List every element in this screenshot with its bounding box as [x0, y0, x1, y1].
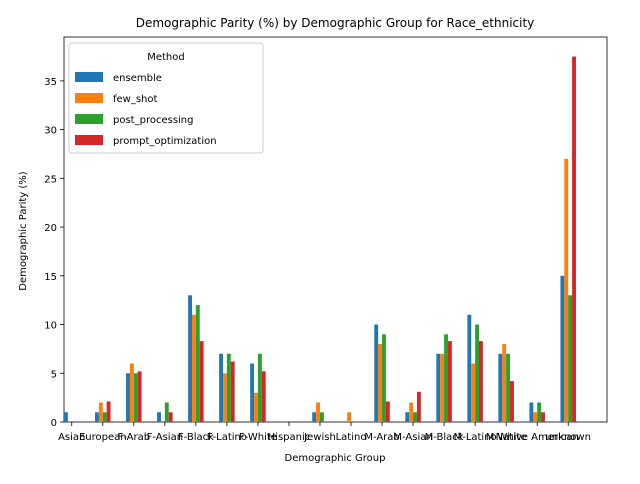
bar-post_processing-14 — [506, 353, 511, 422]
legend-title: Method — [147, 52, 185, 63]
bar-ensemble-2 — [126, 373, 130, 422]
bar-prompt_optimization-12 — [447, 341, 452, 422]
bar-prompt_optimization-13 — [479, 341, 483, 422]
bar-ensemble-12 — [436, 353, 441, 422]
x-tick-label: unknown — [545, 432, 590, 443]
legend-swatch-ensemble — [75, 72, 103, 82]
legend-box — [68, 42, 264, 154]
plot-frame — [63, 36, 608, 423]
y-tick-label: 25 — [44, 174, 57, 185]
y-tick-label: 10 — [44, 321, 57, 332]
legend-label-post_processing: post_processing — [113, 115, 194, 126]
bar-ensemble-5 — [219, 353, 224, 422]
bar-ensemble-14 — [498, 353, 503, 422]
bar-ensemble-0 — [64, 412, 68, 422]
y-tick-label: 15 — [44, 272, 57, 283]
y-tick-label: 0 — [51, 418, 57, 429]
bar-ensemble-3 — [157, 412, 161, 422]
bar-post_processing-10 — [382, 334, 386, 422]
bar-few_shot-5 — [223, 373, 227, 422]
bar-few_shot-9 — [347, 412, 352, 422]
y-tick-label: 5 — [51, 369, 57, 380]
bar-ensemble-10 — [374, 324, 379, 422]
legend-label-prompt_optimization: prompt_optimization — [113, 136, 217, 147]
bar-ensemble-13 — [467, 314, 472, 422]
bar-few_shot-1 — [98, 402, 103, 422]
y-axis-label: Demographic Parity (%) — [18, 171, 29, 290]
bar-prompt_optimization-10 — [385, 401, 390, 422]
x-tick-label: Hispanic — [268, 432, 311, 443]
bar-post_processing-2 — [133, 373, 138, 422]
bar-few_shot-14 — [502, 344, 507, 422]
bar-few_shot-2 — [129, 363, 134, 422]
x-tick-label: Jewish — [303, 432, 336, 443]
x-tick-label: Latino — [336, 432, 367, 443]
bar-post_processing-1 — [102, 412, 107, 422]
x-tick-label: M-Arab — [364, 432, 399, 443]
bar-few_shot-15 — [533, 412, 538, 422]
bar-prompt_optimization-14 — [510, 381, 514, 422]
bar-prompt_optimization-15 — [541, 412, 545, 422]
x-tick-label: M-Asian — [393, 432, 432, 443]
bar-ensemble-15 — [529, 402, 534, 422]
bar-few_shot-6 — [254, 392, 258, 422]
bar-prompt_optimization-6 — [261, 371, 266, 422]
bar-few_shot-16 — [564, 158, 569, 422]
x-tick-label: Native American — [496, 432, 579, 443]
bar-prompt_optimization-16 — [572, 56, 576, 422]
bar-post_processing-12 — [444, 334, 448, 422]
bar-prompt_optimization-4 — [199, 341, 204, 422]
y-tick-label: 35 — [44, 77, 57, 88]
bar-prompt_optimization-1 — [106, 401, 111, 422]
bar-few_shot-4 — [191, 314, 196, 422]
bar-few_shot-13 — [471, 363, 476, 422]
x-tick-label: F-Asian — [147, 432, 183, 443]
bar-ensemble-4 — [188, 295, 192, 422]
bar-few_shot-12 — [440, 353, 445, 422]
bar-prompt_optimization-3 — [168, 412, 173, 422]
x-tick-label: M-Black — [425, 432, 464, 443]
x-tick-label: F-Black — [178, 432, 214, 443]
x-tick-label: F-White — [239, 432, 277, 443]
legend-swatch-few_shot — [75, 93, 103, 103]
bar-few_shot-8 — [316, 402, 320, 422]
legend-swatch-post_processing — [75, 114, 103, 124]
bar-post_processing-16 — [568, 295, 573, 422]
bar-prompt_optimization-11 — [416, 391, 421, 422]
bar-post_processing-15 — [537, 402, 542, 422]
bar-prompt_optimization-2 — [137, 371, 142, 422]
legend-swatch-prompt_optimization — [75, 135, 103, 145]
bar-ensemble-1 — [95, 412, 99, 422]
x-tick-label: F-Arab — [118, 432, 151, 443]
bar-ensemble-6 — [250, 363, 255, 422]
x-tick-label: M-Latino — [454, 432, 497, 443]
bar-ensemble-11 — [405, 412, 410, 422]
bar-post_processing-13 — [475, 324, 480, 422]
chart-title: Demographic Parity (%) by Demographic Gr… — [136, 16, 535, 30]
legend-label-ensemble: ensemble — [113, 73, 162, 84]
x-tick-label: F-Latino — [207, 432, 247, 443]
bar-post_processing-11 — [413, 412, 417, 422]
bar-ensemble-16 — [560, 275, 565, 422]
bar-post_processing-5 — [226, 353, 231, 422]
y-tick-label: 30 — [44, 126, 57, 137]
y-tick-label: 20 — [44, 223, 57, 234]
bar-ensemble-8 — [312, 412, 317, 422]
bar-few_shot-10 — [378, 344, 383, 422]
x-axis-label: Demographic Group — [285, 453, 386, 464]
x-tick-label: European — [79, 432, 127, 443]
x-tick-label: M-White — [486, 432, 527, 443]
bar-post_processing-6 — [257, 353, 262, 422]
bar-post_processing-4 — [195, 305, 200, 422]
x-tick-label: Asian — [58, 432, 85, 443]
legend-label-few_shot: few_shot — [113, 94, 158, 105]
bar-post_processing-3 — [164, 402, 169, 422]
bar-prompt_optimization-5 — [230, 361, 235, 422]
bar-few_shot-11 — [409, 402, 414, 422]
bar-post_processing-8 — [319, 412, 324, 422]
